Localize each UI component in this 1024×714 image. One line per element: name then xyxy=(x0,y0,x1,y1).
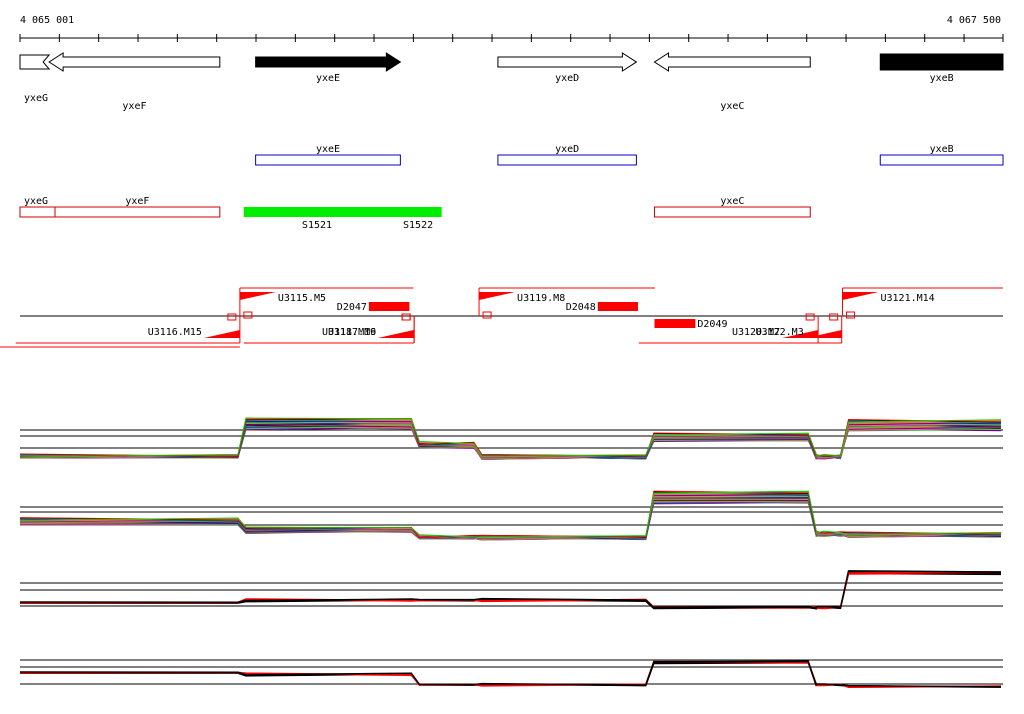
expression-panel-2 xyxy=(19,490,1003,541)
gene-label-yxeE: yxeE xyxy=(316,73,340,84)
ruler-end-label: 4 067 500 xyxy=(947,15,1001,26)
expression-trace xyxy=(19,491,1002,539)
minus-feature-yxeG xyxy=(19,206,56,218)
gene-label-yxeD: yxeD xyxy=(555,73,579,84)
transcript-wedge-U3115 xyxy=(239,292,276,300)
ruler-start-label: 4 065 001 xyxy=(20,15,74,26)
segment-track: S1521 S1522 xyxy=(243,207,442,231)
transcript-box-label-D2048: D2048 xyxy=(566,302,596,313)
expression-trace xyxy=(19,493,1002,539)
plus-feature-yxeB xyxy=(879,154,1004,166)
transcript-label-U3119: U3119.M8 xyxy=(517,293,565,304)
transcript-marker-U3115 xyxy=(243,311,253,319)
transcript-marker-U3120 xyxy=(805,313,815,321)
transcript-label-U3117: U3117.M6 xyxy=(328,327,376,338)
transcript-marker-U3116 xyxy=(227,313,237,321)
gene-annotation-track: yxeG yxeF yxeE yxeD yxeC yxeB xyxy=(19,52,1004,112)
plus-feature-yxeD xyxy=(497,154,637,166)
plus-strand-track: yxeE yxeD yxeB xyxy=(255,144,1004,166)
minus-strand-track: yxeG yxeF yxeC xyxy=(19,196,811,218)
expression-panel-3 xyxy=(19,570,1003,610)
transcript-box-D2047 xyxy=(368,302,410,311)
segment-label-S1521: S1521 xyxy=(302,220,332,231)
transcript-wedge-U3121 xyxy=(842,292,879,300)
segment-bar xyxy=(243,207,442,217)
expression-trace xyxy=(19,490,1002,538)
gene-arrow-yxeC xyxy=(653,52,811,72)
gene-label-yxeG: yxeG xyxy=(24,93,48,104)
gene-label-yxeF: yxeF xyxy=(122,101,146,112)
expression-trace xyxy=(19,492,1002,538)
minus-label-yxeG: yxeG xyxy=(24,196,48,207)
gene-arrow-yxeB xyxy=(879,53,1004,71)
expression-trace xyxy=(19,660,1002,688)
expression-trace xyxy=(19,492,1002,539)
transcript-marker-U3121 xyxy=(846,311,856,319)
plus-feature-yxeE xyxy=(255,154,401,166)
transcript-marker-U3118 xyxy=(401,313,411,321)
ruler-ticks xyxy=(19,34,1004,42)
minus-label-yxeF: yxeF xyxy=(125,196,149,207)
expression-trace xyxy=(19,490,1002,538)
expression-panel-4 xyxy=(19,659,1003,689)
transcript-track: U3115.M5 U3119.M8 U3121.M14 U3116.M15 U3117.… xyxy=(0,287,1003,348)
transcript-label-U3122: U3122.M3 xyxy=(756,327,804,338)
transcript-box-label-D2047: D2047 xyxy=(337,302,367,313)
expression-trace xyxy=(19,417,1002,458)
expression-trace xyxy=(19,570,1002,609)
expression-trace xyxy=(19,493,1002,539)
minus-label-yxeC: yxeC xyxy=(720,196,744,207)
expression-trace xyxy=(19,492,1002,539)
transcript-label-U3121: U3121.M14 xyxy=(881,293,935,304)
plus-label-yxeE: yxeE xyxy=(316,144,340,155)
expression-panel-1 xyxy=(19,417,1003,460)
plus-label-yxeD: yxeD xyxy=(555,144,579,155)
transcript-label-U3120: U3120.M7 xyxy=(732,327,780,338)
transcript-marker-U3119 xyxy=(482,311,492,319)
transcript-box-D2049 xyxy=(654,319,696,328)
segment-label-S1522: S1522 xyxy=(403,220,433,231)
gene-arrow-yxeD xyxy=(497,52,638,72)
transcript-label-U3115: U3115.M5 xyxy=(278,293,326,304)
transcript-marker-U3117 xyxy=(401,313,411,321)
expression-trace xyxy=(19,494,1002,539)
minus-feature-yxeC xyxy=(653,206,811,218)
transcript-label-U3116: U3116.M15 xyxy=(148,327,202,338)
transcript-label-U3118: U3118.M19 xyxy=(322,327,376,338)
gene-arrow-yxeF xyxy=(48,52,221,72)
expression-trace xyxy=(19,491,1002,538)
transcript-wedge-U3116 xyxy=(203,330,240,338)
transcript-wedge-U3122 xyxy=(805,330,842,338)
gene-arrow-yxeG xyxy=(19,54,51,70)
transcript-wedge-U3118 xyxy=(378,330,415,338)
gene-label-yxeC: yxeC xyxy=(720,101,744,112)
plus-label-yxeB: yxeB xyxy=(930,144,954,155)
transcript-box-label-D2049: D2049 xyxy=(697,319,727,330)
expression-trace xyxy=(19,493,1002,539)
transcript-wedge-U3120 xyxy=(782,330,819,338)
transcript-box-D2048 xyxy=(597,302,638,311)
expression-trace xyxy=(19,425,1002,460)
transcript-marker-U3122 xyxy=(829,313,839,321)
minus-feature-yxeF xyxy=(54,206,221,218)
expression-panels xyxy=(19,417,1003,689)
coordinate-ruler: 4 065 001 4 067 500 xyxy=(19,15,1004,42)
gene-arrow-yxeE xyxy=(255,52,402,72)
gene-label-yxeB: yxeB xyxy=(930,73,954,84)
transcript-wedge-U3119 xyxy=(479,292,516,300)
